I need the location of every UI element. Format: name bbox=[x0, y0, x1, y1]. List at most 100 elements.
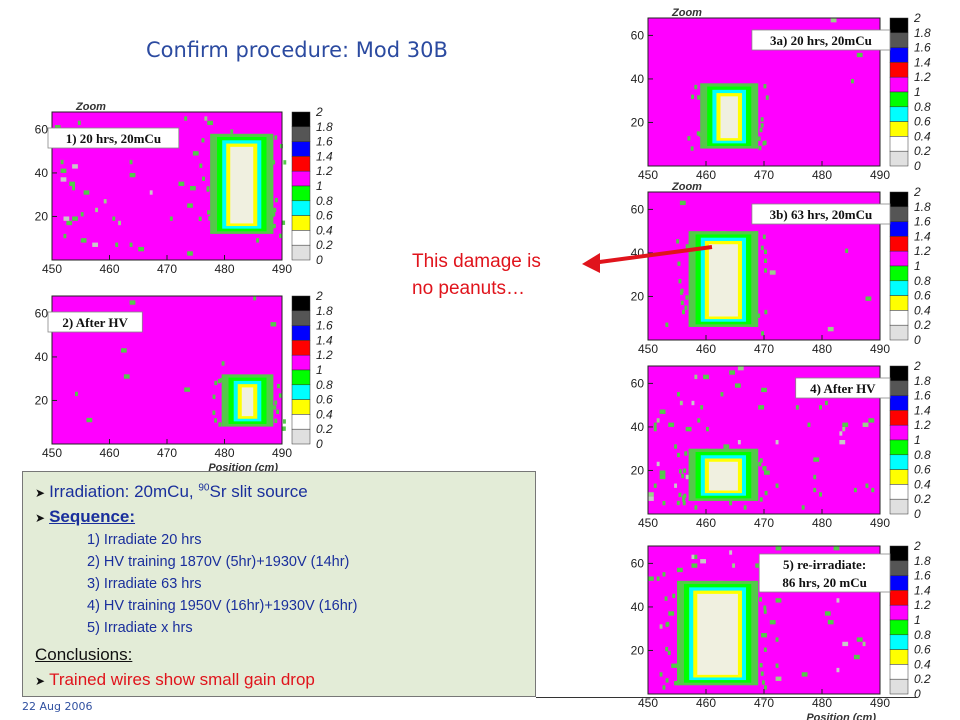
colorbar-tick-label: 0.4 bbox=[914, 303, 931, 317]
edge-bin bbox=[207, 210, 210, 215]
colorbar-tick-label: 1.8 bbox=[914, 200, 931, 214]
edge-bin bbox=[765, 95, 769, 100]
damage-line-1: This damage is bbox=[412, 251, 541, 272]
irradiation-line: ➤ Irradiation: 20mCu, 90Sr slit source bbox=[35, 482, 308, 502]
scatter-bin bbox=[668, 422, 675, 427]
scatter-bin bbox=[853, 487, 857, 493]
colorbar-tick-label: 0.6 bbox=[914, 463, 931, 477]
colorbar-cell bbox=[291, 428, 311, 445]
edge-bin bbox=[274, 135, 278, 140]
colorbar-tick-label: 0 bbox=[316, 253, 323, 267]
scatter-bin bbox=[115, 242, 119, 247]
edge-bin bbox=[208, 216, 212, 221]
edge-bin bbox=[681, 473, 685, 479]
hot-band bbox=[230, 146, 254, 224]
heatmap-panel-5: 20 40 60 450 460 470 480 490 Position (cm) 2 1.8 1.… bbox=[618, 532, 940, 720]
scatter-bin bbox=[169, 216, 173, 221]
x-tick-label: 450 bbox=[42, 262, 62, 276]
scatter-bin bbox=[694, 505, 698, 510]
scatter-bin bbox=[178, 181, 185, 186]
step-1: 1) Irradiate 20 hrs bbox=[87, 532, 202, 548]
colorbar-cell bbox=[889, 395, 909, 411]
scatter-bin bbox=[862, 641, 866, 647]
panel-label-box bbox=[751, 29, 891, 51]
scatter-bin bbox=[60, 168, 67, 173]
edge-bin bbox=[687, 136, 691, 141]
scatter-bin bbox=[729, 370, 735, 375]
edge-bin bbox=[757, 313, 761, 318]
scatter-bin bbox=[671, 663, 677, 668]
scatter-bin bbox=[129, 242, 133, 247]
scatter-bin bbox=[679, 200, 686, 206]
colorbar-cell bbox=[889, 604, 909, 621]
edge-bin bbox=[690, 146, 694, 151]
colorbar-cell bbox=[291, 185, 311, 202]
x-tick-label: 470 bbox=[754, 342, 774, 356]
scatter-bin bbox=[665, 322, 669, 327]
edge-bin bbox=[758, 461, 762, 467]
colorbar-cell bbox=[291, 340, 311, 356]
colorbar-cell bbox=[889, 678, 909, 695]
colorbar-cell bbox=[291, 230, 311, 246]
scatter-bin bbox=[653, 426, 657, 432]
hot-band bbox=[708, 461, 738, 491]
x-tick-label: 480 bbox=[214, 262, 234, 276]
colorbar-tick-label: 0 bbox=[914, 507, 921, 521]
scatter-bin bbox=[764, 685, 767, 690]
colorbar-tick-label: 0.6 bbox=[914, 289, 931, 303]
scatter-bin bbox=[761, 633, 767, 638]
scatter-bin bbox=[839, 431, 843, 436]
x-tick-label: 490 bbox=[870, 168, 890, 182]
colorbar-cell bbox=[889, 575, 909, 591]
colorbar-cell bbox=[889, 380, 909, 396]
scatter-bin bbox=[691, 554, 695, 560]
y-tick-label: 40 bbox=[631, 72, 645, 86]
arrow-bullet-icon: ➤ bbox=[35, 486, 46, 500]
hot-band bbox=[720, 96, 738, 139]
scatter-bin bbox=[63, 233, 67, 239]
colorbar-cell bbox=[291, 325, 311, 341]
conclusion-text: Trained wires show small gain drop bbox=[49, 670, 315, 689]
edge-bin bbox=[666, 621, 670, 627]
x-tick-label: 470 bbox=[754, 516, 774, 530]
scatter-bin bbox=[732, 563, 735, 568]
colorbar-tick-label: 2 bbox=[315, 105, 323, 119]
scatter-bin bbox=[659, 409, 666, 414]
x-tick-label: 450 bbox=[42, 446, 62, 460]
colorbar-tick-label: 1.2 bbox=[914, 598, 931, 612]
scatter-bin bbox=[677, 392, 680, 397]
scatter-bin bbox=[679, 400, 683, 406]
colorbar-tick-label: 0.2 bbox=[914, 144, 931, 158]
x-tick-label: 460 bbox=[696, 168, 716, 182]
scatter-bin bbox=[221, 361, 225, 366]
colorbar-cell bbox=[291, 354, 311, 371]
colorbar-cell bbox=[889, 560, 909, 576]
colorbar-cell bbox=[889, 365, 909, 382]
edge-bin bbox=[759, 597, 762, 602]
scatter-bin bbox=[836, 598, 840, 603]
colorbar-tick-label: 1.4 bbox=[914, 583, 931, 597]
scatter-bin bbox=[775, 483, 779, 488]
edge-bin bbox=[282, 220, 286, 225]
edge-bin bbox=[283, 419, 286, 424]
colorbar-cell bbox=[889, 17, 909, 34]
hot-band bbox=[697, 593, 738, 675]
scatter-bin bbox=[700, 559, 706, 564]
y-tick-label: 20 bbox=[631, 463, 645, 477]
hot-band bbox=[241, 387, 254, 417]
edge-bin bbox=[760, 123, 764, 128]
panel-label: 3b) 63 hrs, 20mCu bbox=[770, 207, 873, 222]
colorbar-cell bbox=[889, 649, 909, 665]
colorbar-tick-label: 0 bbox=[316, 437, 323, 451]
scatter-bin bbox=[149, 190, 153, 195]
scatter-bin bbox=[190, 186, 196, 191]
colorbar-tick-label: 0 bbox=[914, 333, 921, 347]
scatter-bin bbox=[755, 563, 762, 568]
conclusions-heading: Conclusions: bbox=[35, 645, 133, 664]
y-tick-label: 60 bbox=[631, 202, 645, 216]
scatter-bin bbox=[853, 654, 860, 660]
colorbar-tick-label: 1 bbox=[316, 179, 323, 193]
step-2: 2) HV training 1870V (5hr)+1930V (14hr) bbox=[87, 554, 350, 570]
colorbar-tick-label: 1.4 bbox=[316, 149, 333, 163]
scatter-bin bbox=[729, 500, 733, 506]
